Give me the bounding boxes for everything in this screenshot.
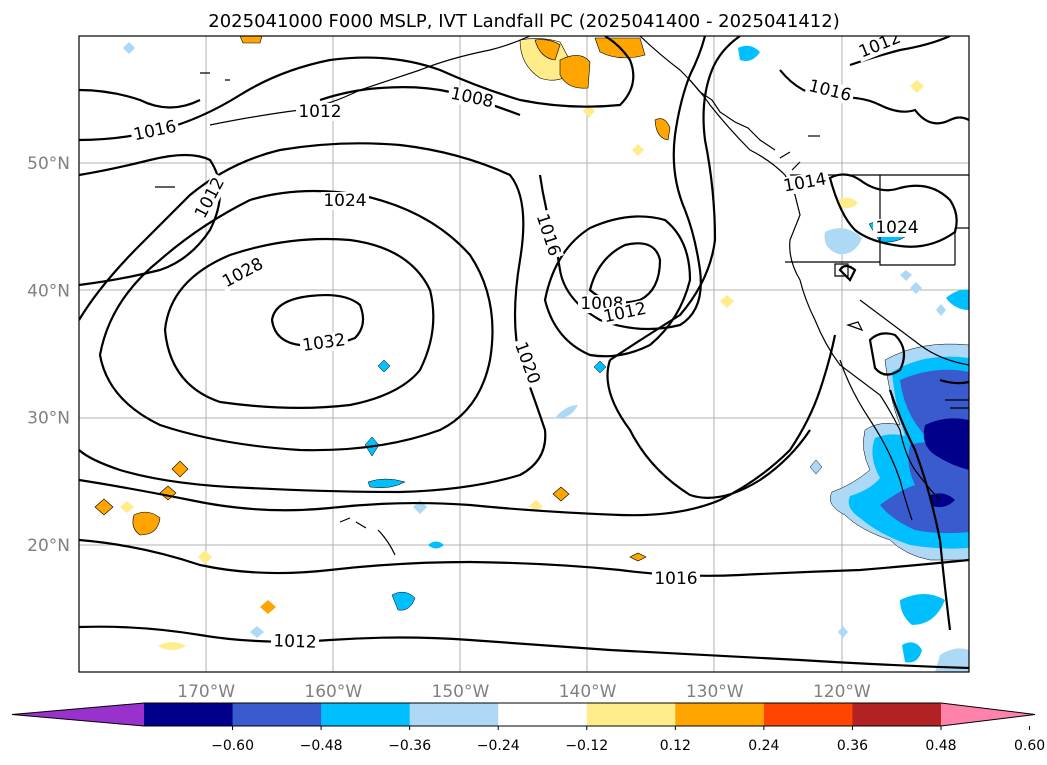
colorbar-outline	[11, 702, 1036, 727]
contour-label-bg	[298, 330, 350, 356]
colorbar-tick-label: −0.48	[300, 738, 343, 754]
contour-label: 1012	[273, 631, 317, 652]
colorbar-extend-low	[12, 703, 144, 726]
colorbar-tick-label: 0.48	[925, 738, 956, 754]
colorbar-tick-label: 0.60	[1014, 738, 1045, 754]
contour-label-bg	[217, 253, 269, 293]
colorbar-tick-label: −0.60	[211, 738, 254, 754]
contour-label-bg	[804, 76, 856, 106]
colorbar-tick-label: 0.36	[837, 738, 868, 754]
contour-label-bg	[599, 299, 651, 327]
y-axis-tick-labels: 50°N 40°N 30°N 20°N	[27, 154, 70, 556]
x-tick-label: 120°W	[813, 682, 871, 702]
contour-label-bg	[270, 632, 320, 652]
x-axis-tick-labels: 170°W 160°W 150°W 140°W 130°W 120°W	[177, 682, 871, 702]
colorbar-tick-label: −0.24	[477, 738, 520, 754]
y-tick-label: 50°N	[27, 154, 70, 174]
y-tick-label: 40°N	[27, 281, 70, 301]
contour-label-bg	[510, 337, 544, 389]
y-tick-label: 30°N	[27, 409, 70, 429]
colorbar-bin	[232, 703, 322, 726]
x-tick-label: 130°W	[686, 682, 744, 702]
contour-label-bg	[532, 209, 564, 261]
colorbar-bin	[852, 703, 942, 726]
colorbar-tick-label: −0.36	[388, 738, 431, 754]
contour-label-bg	[190, 172, 230, 224]
colorbar-tick-label: 0.12	[660, 738, 691, 754]
contour-label-bg	[652, 570, 700, 588]
colorbar-bin	[321, 703, 411, 726]
colorbar-tick-label: −0.12	[565, 738, 608, 754]
colorbar-bin	[144, 703, 234, 726]
contour-label: 1024	[875, 218, 918, 238]
map-frame	[78, 35, 970, 673]
colorbar: −0.60 −0.48 −0.36 −0.24 −0.12 0.12 0.24 0.36 0.4…	[11, 702, 1045, 754]
x-tick-label: 140°W	[559, 682, 617, 702]
colorbar-tick-label: 0.24	[748, 738, 779, 754]
ivt-shading	[94, 36, 969, 672]
contour-label-bg	[296, 103, 344, 121]
colorbar-bin	[586, 703, 676, 726]
contour-label-bg	[873, 219, 921, 237]
x-tick-label: 170°W	[177, 682, 235, 702]
contour-label-bg	[779, 169, 831, 197]
colorbar-bin	[763, 703, 853, 726]
contour-label-bg	[129, 117, 181, 145]
coastlines	[155, 36, 969, 556]
colorbar-bin	[409, 703, 499, 726]
y-tick-label: 20°N	[27, 536, 70, 556]
chart-title: 2025041000 F000 MSLP, IVT Landfall PC (2…	[208, 11, 839, 32]
contour-label: 1024	[323, 191, 366, 211]
colorbar-bin	[675, 703, 765, 726]
colorbar-bin	[498, 703, 588, 726]
contour-label-bg	[446, 84, 498, 112]
x-tick-label: 160°W	[304, 682, 362, 702]
colorbar-extend-high	[941, 703, 1035, 726]
contour-label: 1016	[654, 569, 697, 589]
x-tick-label: 150°W	[432, 682, 490, 702]
contour-label-bg	[321, 192, 369, 210]
contour-label: 1012	[298, 102, 341, 122]
